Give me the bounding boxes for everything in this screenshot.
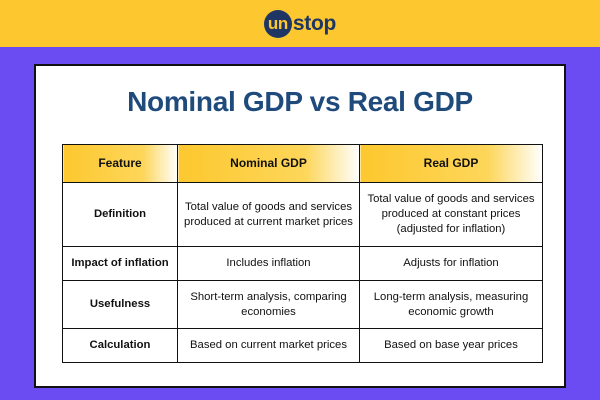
row-real: Adjusts for inflation: [359, 246, 543, 281]
row-real: Long-term analysis, measuring economic g…: [359, 280, 543, 329]
row-feature: Impact of inflation: [62, 246, 178, 281]
row-nominal: Based on current market prices: [177, 328, 360, 363]
table-header-row: Feature Nominal GDP Real GDP: [62, 144, 543, 183]
header-feature: Feature: [62, 144, 178, 183]
row-nominal: Includes inflation: [177, 246, 360, 281]
row-real: Based on base year prices: [359, 328, 543, 363]
table-row: Usefulness Short-term analysis, comparin…: [62, 280, 543, 329]
page-title: Nominal GDP vs Real GDP: [127, 86, 473, 117]
table-row: Calculation Based on current market pric…: [62, 328, 543, 363]
table-row: Impact of inflation Includes inflation A…: [62, 246, 543, 281]
logo-badge: un: [263, 9, 292, 38]
unstop-logo[interactable]: un stop: [263, 9, 337, 38]
row-feature: Calculation: [62, 328, 178, 363]
row-nominal: Total value of goods and services produc…: [177, 182, 360, 247]
comparison-table: Feature Nominal GDP Real GDP Definition …: [62, 144, 543, 363]
header-nominal-gdp: Nominal GDP: [177, 144, 360, 183]
comparison-card: Nominal GDP vs Real GDP Feature Nominal …: [34, 64, 566, 388]
brand-bar: un stop: [0, 0, 600, 47]
row-feature: Usefulness: [62, 280, 178, 329]
logo-text: stop: [292, 11, 337, 35]
row-real: Total value of goods and services produc…: [359, 182, 543, 247]
header-real-gdp: Real GDP: [359, 144, 543, 183]
table-row: Definition Total value of goods and serv…: [62, 182, 543, 247]
row-feature: Definition: [62, 182, 178, 247]
row-nominal: Short-term analysis, comparing economies: [177, 280, 360, 329]
